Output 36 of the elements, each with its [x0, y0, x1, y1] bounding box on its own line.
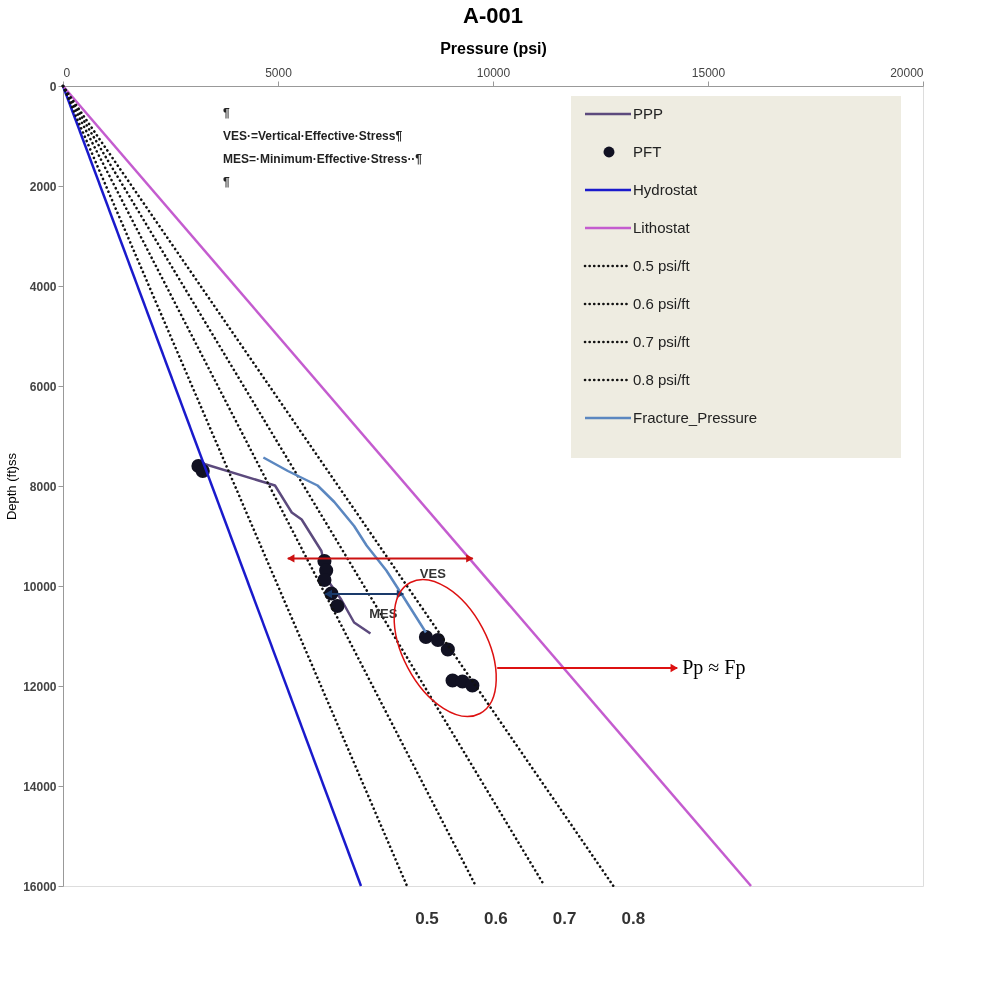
annotation: VES: [419, 566, 447, 582]
legend-label: PPP: [633, 105, 664, 122]
x-tick-label: 0: [63, 65, 71, 80]
y-tick-label: 12000: [23, 679, 57, 694]
x-axis-title: Pressure (psi): [440, 39, 547, 57]
legend-label: 0.7 psi/ft: [633, 333, 691, 350]
y-tick-label: 14000: [23, 779, 57, 794]
y-tick-label: 10000: [23, 579, 57, 594]
annotation: MES=·Minimum·Effective·Stress··¶: [223, 152, 423, 166]
legend-label: 0.6 psi/ft: [633, 295, 691, 312]
legend-label: Lithostat: [633, 219, 691, 236]
y-tick-label: 6000: [29, 379, 57, 394]
y-axis-title: Depth (ft)ss: [4, 452, 20, 521]
x-tick-label: 10000: [476, 65, 511, 80]
annotation: 0.6: [483, 909, 508, 928]
annotation: 0.7: [552, 909, 577, 928]
annotation: ¶: [223, 106, 230, 120]
legend-label: 0.5 psi/ft: [633, 257, 691, 274]
x-tick-label: 15000: [691, 65, 726, 80]
annotation: Pp ≈ Fp: [682, 656, 746, 679]
y-tick-label: 16000: [23, 879, 57, 894]
annotation: VES·=Vertical·Effective·Stress¶: [223, 129, 403, 143]
x-tick-label: 20000: [890, 65, 924, 80]
legend-label: 0.8 psi/ft: [633, 371, 691, 388]
annotation: ¶: [223, 175, 230, 189]
legend-label: Fracture_Pressure: [633, 409, 758, 426]
y-tick-label: 4000: [29, 279, 57, 294]
annotation: 0.5: [415, 909, 439, 928]
annotation: 0.8: [621, 909, 646, 928]
legend-label: Hydrostat: [633, 181, 699, 198]
x-tick-label: 5000: [265, 65, 293, 80]
y-tick-label: 8000: [29, 479, 57, 494]
legend-label: PFT: [633, 143, 662, 160]
chart-title: A-001: [463, 3, 523, 28]
y-tick-label: 0: [49, 79, 57, 94]
y-tick-label: 2000: [29, 179, 57, 194]
